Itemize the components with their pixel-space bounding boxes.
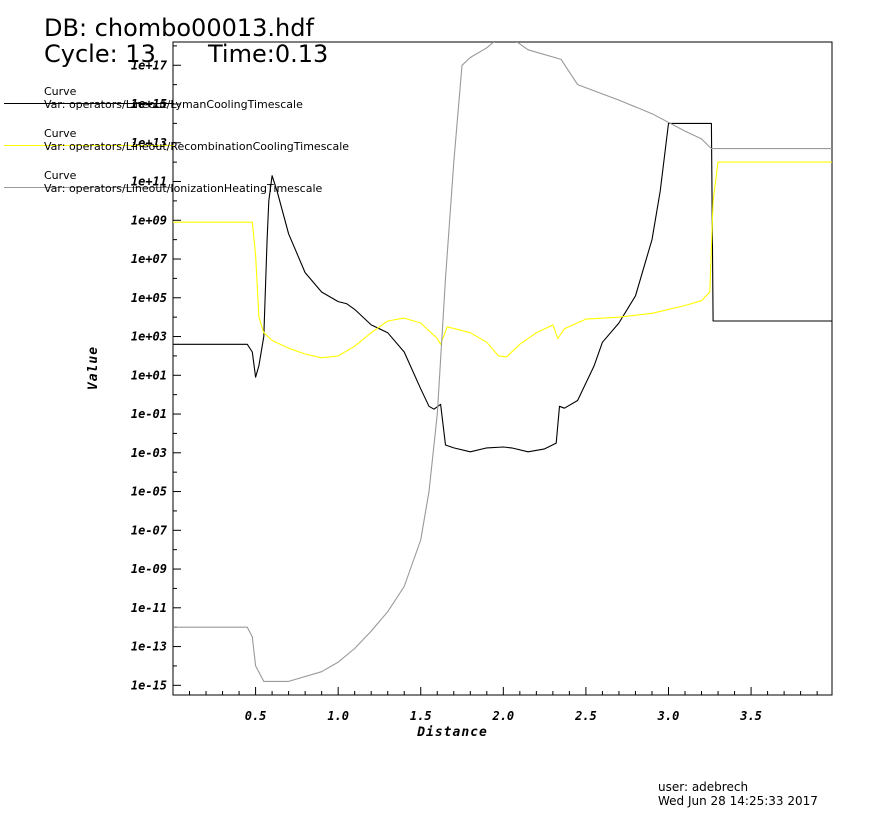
series-line-2	[173, 42, 832, 682]
legend-var-label: Var: operators/Lineout/LymanCoolingTimes…	[44, 98, 303, 111]
x-tick-label: 2.5	[574, 709, 597, 723]
y-tick-label: 1e-09	[131, 562, 167, 576]
series-line-0	[173, 122, 832, 453]
y-tick-label: 1e-05	[131, 485, 167, 499]
time-label: Time:0.13	[208, 40, 329, 68]
x-tick-label: 1.5	[410, 709, 432, 723]
y-tick-label: 1e+09	[131, 213, 167, 227]
x-tick-label: 3.5	[739, 709, 762, 723]
x-axis-label: Distance	[416, 725, 488, 740]
y-tick-label: 1e+01	[131, 368, 167, 382]
x-tick-label: 2.0	[491, 709, 514, 723]
legend-curve-label: Curve	[44, 169, 77, 182]
y-tick-label: 1e-07	[131, 523, 168, 537]
footer-date: Wed Jun 28 14:25:33 2017	[658, 794, 818, 808]
legend-var-label: Var: operators/Lineout/IonizationHeating…	[44, 182, 323, 195]
legend-curve-label: Curve	[44, 85, 77, 98]
y-tick-label: 1e+13	[131, 136, 167, 150]
legend-swatch-recombination	[4, 145, 174, 146]
y-tick-label: 1e+17	[131, 58, 168, 72]
legend-entry-lyman: Curve Var: operators/Lineout/LymanCoolin…	[0, 85, 400, 125]
y-tick-label: 1e-15	[131, 678, 167, 692]
legend-entry-ionization: Curve Var: operators/Lineout/IonizationH…	[0, 169, 400, 209]
legend-entry-recombination: Curve Var: operators/Lineout/Recombinati…	[0, 127, 400, 167]
plot-frame	[172, 41, 833, 696]
y-tick-label: 1e+05	[131, 291, 167, 305]
y-tick-label: 1e-01	[131, 407, 167, 421]
cycle-label: Cycle: 13	[44, 40, 156, 68]
y-tick-label: 1e+03	[131, 330, 167, 344]
y-tick-label: 1e+15	[131, 97, 167, 111]
x-tick-label: 0.5	[245, 709, 267, 723]
legend-swatch-ionization	[4, 187, 174, 188]
x-tick-label: 3.0	[657, 709, 680, 723]
footer-user: user: adebrech	[658, 780, 749, 794]
legend-var-label: Var: operators/Lineout/RecombinationCool…	[44, 140, 350, 153]
y-tick-label: 1e-13	[131, 640, 167, 654]
y-tick-label: 1e-03	[131, 446, 167, 460]
legend-curve-label: Curve	[44, 127, 77, 140]
x-tick-label: 1.0	[327, 709, 349, 723]
y-tick-label: 1e+07	[131, 252, 168, 266]
y-axis-label: Value	[86, 346, 101, 390]
y-tick-label: 1e+11	[131, 175, 167, 189]
y-tick-label: 1e-11	[131, 601, 167, 615]
database-title: DB: chombo00013.hdf	[44, 14, 314, 42]
series-line-1	[173, 161, 832, 359]
legend-swatch-lyman	[4, 103, 174, 104]
